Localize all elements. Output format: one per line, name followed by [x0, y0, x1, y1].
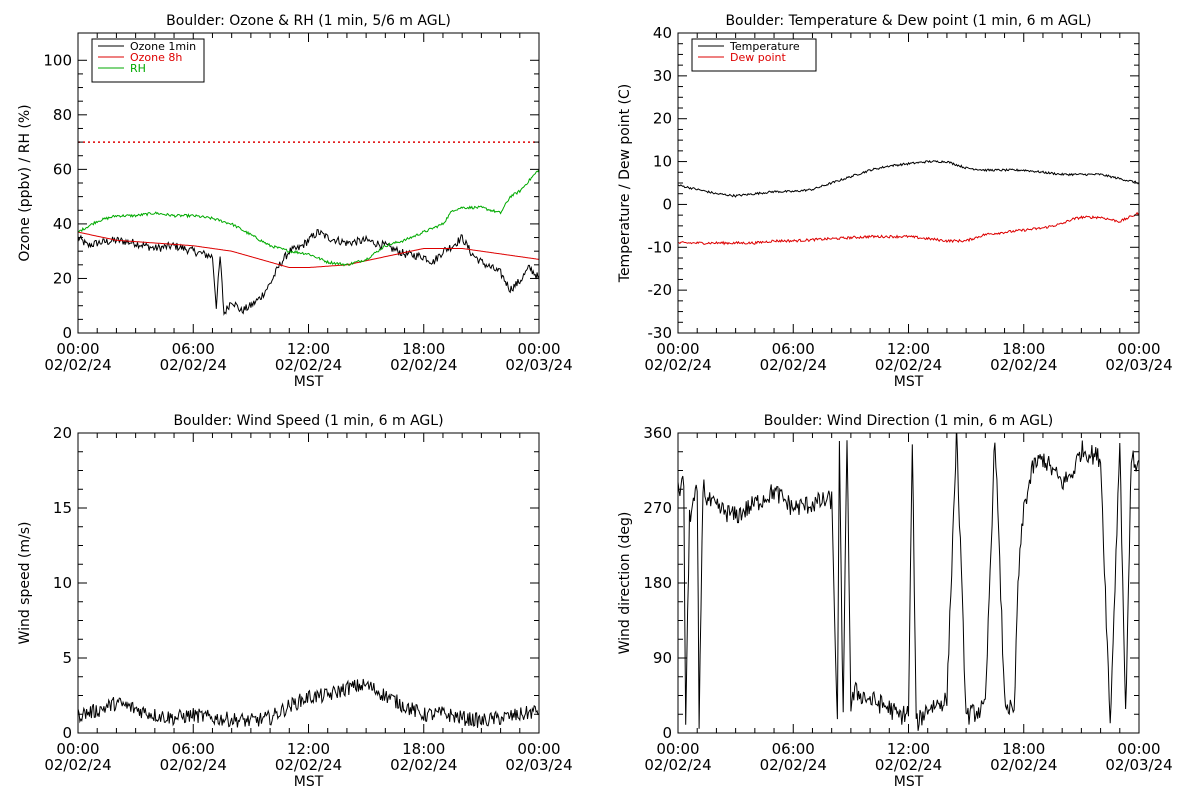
legend-label: Ozone 8h — [130, 51, 182, 64]
y-tick-label: 0 — [662, 195, 672, 213]
y-tick-label: 0 — [62, 324, 72, 342]
x-tick-time: 12:00 — [287, 740, 330, 758]
x-tick-time: 00:00 — [517, 740, 560, 758]
x-tick-time: 12:00 — [887, 740, 930, 758]
y-axis-label: Ozone (ppbv) / RH (%) — [17, 104, 33, 261]
y-tick-label: 20 — [653, 110, 672, 128]
y-tick-label: 0 — [62, 724, 72, 742]
x-tick-date: 02/02/24 — [390, 356, 457, 374]
y-tick-label: 90 — [653, 649, 672, 667]
x-tick-date: 02/02/24 — [990, 756, 1057, 774]
y-axis-label: Wind speed (m/s) — [17, 522, 33, 645]
y-tick-label: -30 — [648, 324, 673, 342]
y-tick-label: 40 — [53, 215, 72, 233]
x-tick-time: 00:00 — [1117, 740, 1160, 758]
x-tick-date: 02/02/24 — [44, 756, 111, 774]
y-tick-label: 360 — [643, 424, 672, 442]
x-tick-time: 18:00 — [402, 740, 445, 758]
x-tick-time: 06:00 — [772, 740, 815, 758]
x-tick-time: 00:00 — [517, 340, 560, 358]
y-tick-label: 10 — [53, 574, 72, 592]
x-axis-label: MST — [894, 774, 924, 790]
x-tick-time: 18:00 — [1002, 340, 1045, 358]
y-tick-label: 20 — [53, 424, 72, 442]
series-line-1 — [78, 229, 539, 316]
chart-title: Boulder: Wind Speed (1 min, 6 m AGL) — [173, 413, 443, 429]
y-tick-label: 15 — [53, 499, 72, 517]
y-tick-label: 60 — [53, 160, 72, 178]
plot-frame — [77, 432, 540, 734]
x-tick-date: 02/02/24 — [160, 356, 227, 374]
x-tick-time: 12:00 — [287, 340, 330, 358]
chart-panel-1: Boulder: Ozone & RH (1 min, 5/6 m AGL)02… — [17, 13, 573, 390]
y-tick-label: -10 — [648, 238, 673, 256]
y-tick-label: 80 — [53, 106, 72, 124]
y-tick-label: -20 — [648, 281, 673, 299]
series-line-1 — [678, 433, 1139, 731]
x-tick-time: 06:00 — [172, 740, 215, 758]
x-tick-time: 00:00 — [656, 740, 699, 758]
y-tick-label: 20 — [53, 269, 72, 287]
x-tick-date: 02/03/24 — [505, 756, 572, 774]
x-axis-label: MST — [894, 374, 924, 390]
x-tick-time: 12:00 — [887, 340, 930, 358]
x-tick-time: 06:00 — [772, 340, 815, 358]
x-tick-date: 02/02/24 — [390, 756, 457, 774]
y-axis-label: Temperature / Dew point (C) — [617, 84, 633, 283]
x-tick-date: 02/02/24 — [990, 356, 1057, 374]
x-tick-date: 02/03/24 — [1105, 356, 1172, 374]
y-tick-label: 0 — [662, 724, 672, 742]
x-tick-date: 02/02/24 — [275, 356, 342, 374]
chart-panel-2: Boulder: Temperature & Dew point (1 min,… — [617, 13, 1173, 390]
y-tick-label: 5 — [62, 649, 72, 667]
x-tick-date: 02/02/24 — [644, 356, 711, 374]
x-tick-time: 00:00 — [1117, 340, 1160, 358]
y-tick-label: 40 — [653, 24, 672, 42]
x-tick-time: 18:00 — [1002, 740, 1045, 758]
chart-title: Boulder: Temperature & Dew point (1 min,… — [725, 13, 1091, 29]
plot-frame — [677, 32, 1140, 334]
chart-panel-4: Boulder: Wind Direction (1 min, 6 m AGL)… — [617, 413, 1173, 790]
series-line-2 — [678, 211, 1139, 246]
legend-box — [691, 38, 817, 72]
y-tick-label: 30 — [653, 67, 672, 85]
y-axis-label: Wind direction (deg) — [617, 512, 633, 655]
legend-label: RH — [130, 62, 146, 75]
x-tick-date: 02/02/24 — [875, 756, 942, 774]
x-tick-time: 00:00 — [56, 340, 99, 358]
x-tick-date: 02/02/24 — [160, 756, 227, 774]
x-tick-date: 02/03/24 — [505, 356, 572, 374]
x-tick-date: 02/02/24 — [44, 356, 111, 374]
x-axis-label: MST — [294, 374, 324, 390]
x-tick-date: 02/02/24 — [275, 756, 342, 774]
x-tick-date: 02/03/24 — [1105, 756, 1172, 774]
legend-label: Ozone 1min — [130, 40, 196, 53]
y-tick-label: 180 — [643, 574, 672, 592]
series-line-1 — [678, 160, 1139, 198]
x-tick-date: 02/02/24 — [875, 356, 942, 374]
chart-title: Boulder: Ozone & RH (1 min, 5/6 m AGL) — [166, 13, 451, 29]
x-tick-time: 06:00 — [172, 340, 215, 358]
x-tick-time: 00:00 — [56, 740, 99, 758]
x-tick-date: 02/02/24 — [644, 756, 711, 774]
x-axis-label: MST — [294, 774, 324, 790]
x-tick-date: 02/02/24 — [760, 356, 827, 374]
legend-label: Dew point — [730, 51, 786, 64]
legend-label: Temperature — [729, 40, 800, 53]
series-line-2 — [78, 231, 539, 268]
series-line-1 — [78, 678, 539, 728]
x-tick-time: 00:00 — [656, 340, 699, 358]
chart-panel-3: Boulder: Wind Speed (1 min, 6 m AGL) 0 5 10… — [17, 413, 573, 790]
x-tick-time: 18:00 — [402, 340, 445, 358]
y-tick-label: 270 — [643, 499, 672, 517]
series-line-3 — [78, 168, 539, 267]
chart-title: Boulder: Wind Direction (1 min, 6 m AGL) — [764, 413, 1053, 429]
x-tick-date: 02/02/24 — [760, 756, 827, 774]
y-tick-label: 100 — [43, 51, 72, 69]
y-tick-label: 10 — [653, 153, 672, 171]
